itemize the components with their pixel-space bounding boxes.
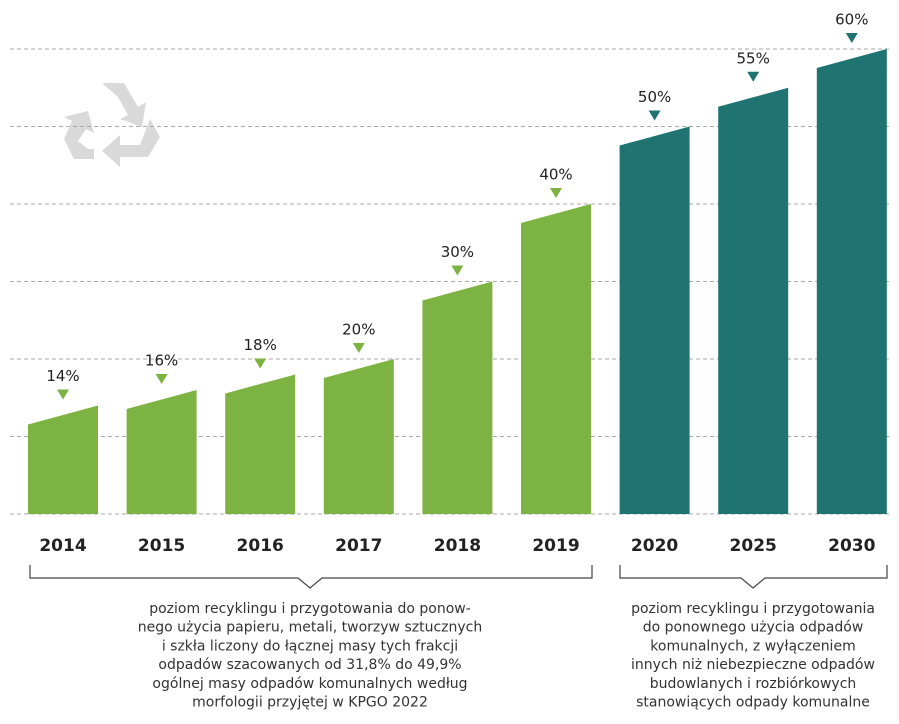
marker [747, 71, 760, 82]
value-label: 18% [244, 336, 277, 354]
annotation: odpadów szacowanych od 31,8% do 49,9% [158, 657, 461, 673]
marker [648, 110, 661, 121]
value-label: 50% [638, 88, 671, 106]
value-label: 60% [835, 11, 868, 29]
value-label: 14% [46, 367, 79, 385]
annotation: poziom recyklingu i przygotowania do pon… [149, 601, 471, 617]
marker [550, 188, 562, 198]
bar [422, 281, 493, 514]
marker [352, 343, 365, 353]
x-tick-label: 2014 [39, 536, 86, 556]
x-tick-label: 2018 [434, 536, 481, 556]
bar [521, 204, 591, 514]
annotation: komunalnych, z wyłączeniem [650, 638, 855, 654]
annotation: innych niż niebezpieczne odpadów [631, 657, 875, 673]
bar [28, 405, 98, 514]
marker [155, 374, 168, 384]
value-label: 55% [737, 49, 770, 67]
bar [323, 359, 394, 514]
brace [619, 565, 888, 589]
value-label: 20% [342, 321, 375, 339]
value-label: 40% [539, 166, 572, 184]
brace [29, 565, 593, 589]
x-tick-label: 2015 [138, 536, 185, 556]
annotation: i szkła liczony do łącznej masy tych fra… [162, 638, 458, 654]
bar [225, 374, 296, 514]
annotation: nego użycia papieru, metali, tworzyw szt… [138, 620, 482, 636]
bar [126, 390, 197, 514]
x-tick-label: 2020 [631, 536, 678, 556]
x-tick-label: 2016 [237, 536, 284, 556]
recycle-icon [64, 83, 160, 167]
value-label: 30% [441, 243, 474, 261]
annotation: do ponownego użycia odpadów [643, 620, 864, 636]
marker [451, 265, 464, 276]
x-tick-label: 2030 [828, 536, 875, 556]
marker [57, 389, 69, 400]
marker [254, 358, 267, 369]
bar [816, 49, 887, 514]
annotation: ogólnej masy odpadów komunalnych według [152, 676, 467, 692]
annotation: stanowiących odpady komunalne [636, 695, 870, 711]
x-tick-label: 2017 [335, 536, 382, 556]
x-tick-label: 2025 [730, 536, 777, 556]
marker [845, 33, 858, 43]
annotation: poziom recyklingu i przygotowania [631, 601, 875, 617]
annotation: budowlanych i rozbiórkowych [650, 676, 857, 692]
value-label: 16% [145, 352, 178, 370]
annotation: morfologii przyjętej w KPGO 2022 [192, 695, 428, 711]
bar [619, 126, 690, 514]
x-tick-label: 2019 [532, 536, 579, 556]
bar [718, 87, 789, 514]
